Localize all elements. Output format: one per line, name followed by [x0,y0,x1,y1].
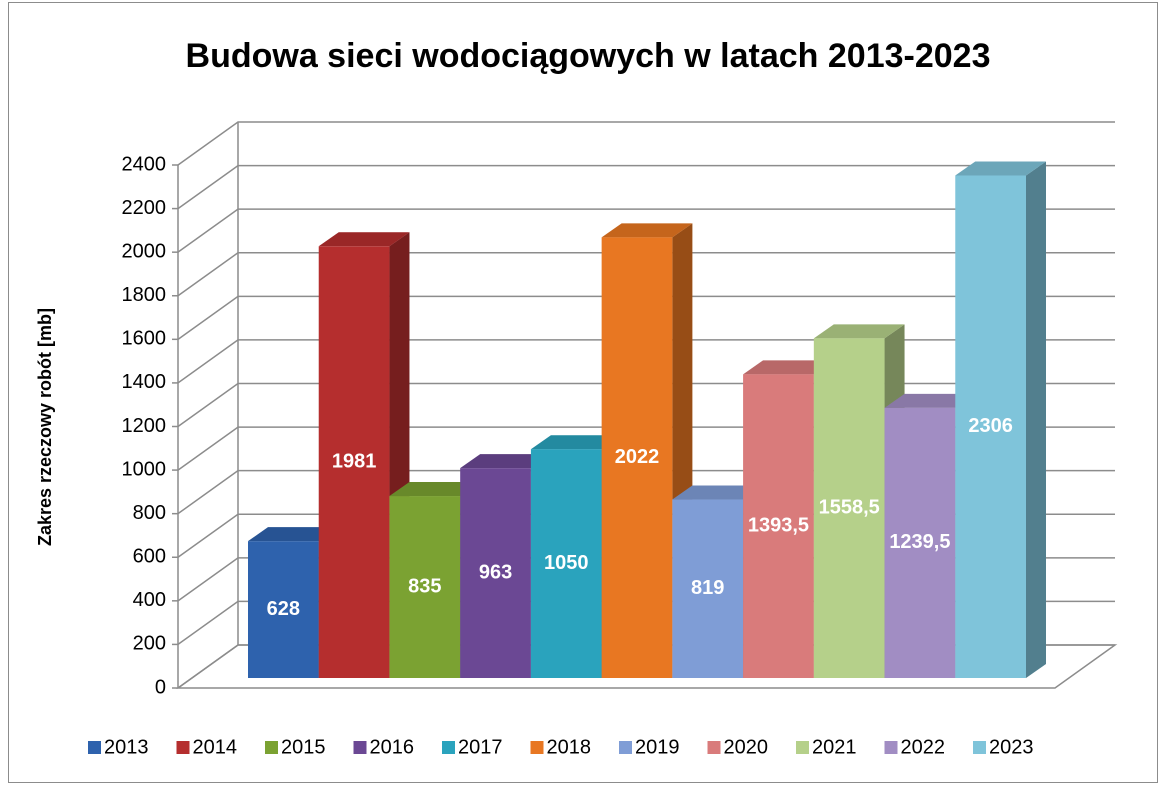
bar-top [955,161,1046,176]
y-tick-label: 400 [133,589,166,611]
legend-swatch [88,741,101,754]
y-tick-label: 600 [133,546,166,568]
legend-label: 2023 [989,736,1034,758]
y-tick-label: 1000 [122,458,167,480]
bar-top [460,454,551,469]
y-tick-label: 800 [133,502,166,524]
y-tick-label: 2400 [122,153,167,175]
data-label: 1981 [332,450,377,472]
data-label: 1239,5 [889,531,950,553]
legend-label: 2014 [193,736,238,758]
bar-top-shade [601,223,693,238]
data-label: 963 [479,561,512,583]
bar-top [389,482,481,497]
y-tick-label: 1200 [122,415,167,437]
legend-label: 2017 [458,736,503,758]
y-tick-label: 1600 [122,328,167,350]
data-label: 2306 [968,415,1013,437]
bar-top [743,360,834,375]
grid-line [177,208,1115,253]
bar-top-shade [389,482,481,497]
legend-swatch [707,741,721,754]
bar-top-shade [672,485,764,500]
bar-side-shade [1026,161,1046,679]
legend-label: 2015 [281,736,326,758]
legend-swatch [530,741,544,754]
bar-top [672,485,764,500]
grid-line [177,164,1115,210]
data-label: 819 [691,577,724,599]
grid-line [177,121,1115,166]
bar-top-shade [318,232,410,247]
grid-line [177,252,1115,297]
legend-label: 2019 [635,736,680,758]
bar [813,338,885,678]
bar [389,496,461,678]
y-tick-label: 1400 [122,371,167,393]
legend-label: 2021 [812,736,857,758]
y-tick-label: 2200 [122,197,167,219]
bar [530,449,602,678]
bar-top-shade [530,435,622,450]
bar-top [530,435,622,450]
y-tick-label: 1800 [122,284,167,306]
bar [601,237,673,678]
data-label: 628 [267,598,300,620]
bar [743,374,814,678]
bar-top-shade [460,454,551,469]
bar [248,541,319,678]
bar-top [813,324,905,339]
bar-top-shade [955,161,1046,176]
bar-side [1026,161,1046,679]
data-label: 835 [408,575,441,597]
legend-label: 2013 [104,736,149,758]
bar-top-shade [248,527,339,542]
bar-top [884,393,976,408]
data-label: 1050 [544,552,589,574]
y-axis-label: Zakres rzeczowy robót [mb] [35,308,55,546]
y-tick-label: 0 [155,676,166,698]
bar-top-shade [813,324,905,339]
legend-swatch [442,741,455,754]
y-tick-label: 200 [133,633,166,655]
bar [672,499,744,678]
y-tick-label: 2000 [122,240,167,262]
bar [884,407,956,678]
legend-label: 2018 [547,736,592,758]
legend-label: 2022 [901,736,946,758]
bar [460,468,531,678]
grid-line [177,295,1115,340]
legend-swatch [265,741,278,754]
data-label: 1393,5 [748,514,809,536]
bar-top [248,527,339,542]
legend-swatch [884,741,898,754]
bar [955,175,1026,678]
legend-label: 2016 [370,736,415,758]
bar-top-shade [743,360,834,375]
bar-top [601,223,693,238]
bar [318,246,390,679]
legend-swatch [619,741,632,754]
legend-swatch [176,741,190,754]
legend-swatch [973,741,986,754]
data-label: 2022 [615,446,660,468]
bar-top [318,232,410,247]
data-label: 1558,5 [819,496,880,518]
legend-label: 2020 [724,736,769,758]
bar-top-shade [884,393,976,408]
legend-swatch [353,741,367,754]
chart-title: Budowa sieci wodociągowych w latach 2013… [186,37,991,75]
legend-swatch [796,741,809,754]
